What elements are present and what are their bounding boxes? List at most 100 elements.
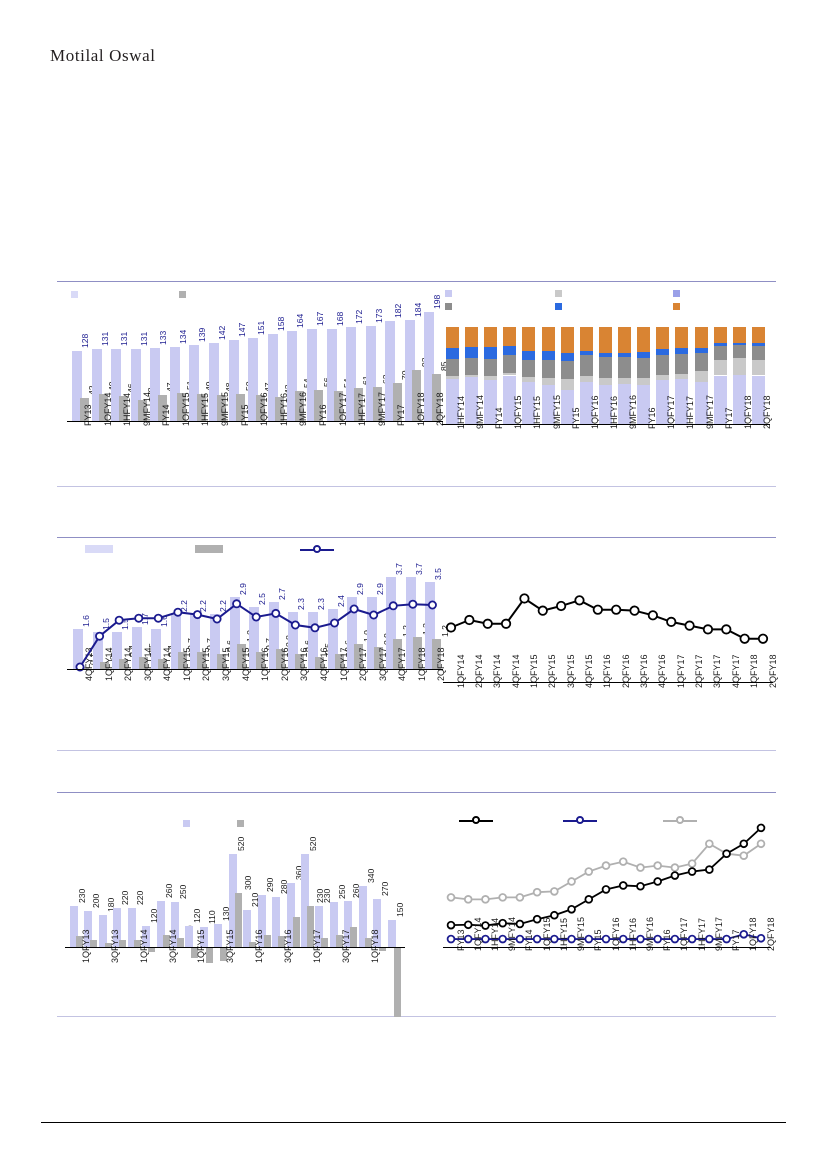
chart-1-plot: 12842FY13131491QFY14131461HFY14131389MFY… [57, 281, 449, 487]
data-point [739, 929, 749, 939]
legend-swatch-lavender [183, 820, 190, 827]
bar-lavender [150, 348, 161, 421]
data-point [666, 616, 677, 627]
bar-lavender [404, 320, 415, 421]
bar-lavender [405, 576, 416, 669]
bar-lavender [288, 611, 299, 669]
panel-rule-bottom [57, 750, 445, 751]
legend-swatch-gray-light [555, 290, 562, 297]
stack-segment-orange [484, 327, 498, 348]
bar-gray [295, 654, 305, 669]
panel-rule-top [57, 281, 445, 282]
bar-gray [236, 644, 246, 669]
value-label-lavender: 150 [394, 902, 405, 918]
bar-gray-negative [393, 947, 401, 1017]
footer-divider [41, 1122, 786, 1123]
data-point [95, 631, 105, 641]
bar-gray-negative [379, 947, 387, 951]
bar-lavender [326, 328, 337, 421]
value-label-lavender: 131 [138, 331, 149, 347]
data-point [445, 622, 457, 633]
stack-segment-blue [522, 351, 536, 360]
bar-lavender [346, 326, 357, 421]
bar-gray [197, 651, 207, 669]
panel-rule-bottom [57, 486, 445, 487]
data-point [498, 918, 507, 928]
stack-segment-gray-dark [713, 346, 727, 360]
bar-gray [80, 666, 89, 669]
data-point [532, 934, 542, 944]
data-point [670, 934, 680, 944]
data-point [757, 633, 769, 644]
value-label-lavender: 151 [256, 320, 267, 336]
series-line [450, 827, 762, 927]
bar-gray [177, 651, 187, 669]
data-point [556, 600, 567, 612]
value-label-lavender: 147 [236, 322, 247, 338]
chart-panel-4: 1QFY14 2QFY14 3QFY14 4QFY14 1QFY15 2QFY15 3QFY… [431, 537, 778, 751]
data-point [636, 934, 645, 944]
stack-segment-lavender [541, 385, 555, 424]
bar-lavender [189, 344, 200, 421]
stack-segment-gray-dark [465, 358, 479, 375]
chart-panel-5: 2306020040180202204022040120260702505012… [57, 792, 445, 1017]
bar-gray [353, 387, 363, 421]
legend-swatch-orange [673, 303, 680, 310]
stack-segment-gray-dark [598, 357, 612, 379]
bar-gray [196, 394, 206, 421]
data-point [271, 608, 281, 618]
bar-lavender [347, 596, 358, 669]
data-point [463, 895, 473, 904]
series-line [450, 597, 763, 640]
bar-gray [431, 374, 441, 421]
stack-segment-lavender [560, 390, 574, 424]
bar-lavender [358, 886, 367, 947]
stack-segment-orange [713, 327, 727, 344]
bar-gray [263, 934, 271, 947]
value-label-lavender: 200 [91, 893, 102, 909]
stack-segment-blue [637, 352, 651, 359]
bar-lavender [156, 900, 165, 947]
value-label-lavender: 230 [322, 888, 333, 903]
bar-lavender [111, 349, 122, 421]
data-point [481, 934, 490, 944]
stack-segment-blue [751, 343, 765, 347]
x-axis-label: 1QFY18 [748, 917, 759, 951]
chart-line-layer [75, 599, 437, 672]
bar-gray-negative [191, 947, 199, 958]
data-point [515, 893, 525, 902]
bar-lavender [130, 349, 141, 421]
data-point [705, 839, 714, 849]
bar-gray [104, 943, 112, 947]
data-point [251, 612, 261, 622]
bar-lavender [127, 907, 136, 947]
stack-segment-orange [560, 327, 574, 354]
data-point [114, 615, 124, 625]
bar-gray-negative [148, 947, 156, 953]
data-point [601, 861, 611, 870]
value-label-lavender: 290 [264, 877, 275, 893]
legend-line-navy-marker [313, 545, 321, 553]
data-point [481, 921, 490, 930]
bar-lavender [286, 882, 295, 947]
data-point [739, 839, 749, 849]
value-label-lavender: 110 [206, 910, 217, 925]
data-point [388, 601, 398, 611]
stack-segment-blue [598, 353, 612, 358]
bar-lavender [169, 347, 180, 421]
stack-segment-gray-dark [637, 358, 651, 379]
bar-lavender [70, 905, 78, 947]
data-point [653, 934, 662, 944]
stack-segment-gray-light [713, 359, 727, 376]
stack-segment-blue [713, 343, 727, 347]
bar-gray [306, 905, 314, 947]
x-axis-line [65, 947, 405, 948]
stack-segment-gray-dark [618, 357, 632, 379]
data-point [498, 893, 507, 902]
stack-segment-blue [560, 353, 574, 361]
bar-gray [118, 395, 128, 421]
bar-gray [294, 391, 304, 421]
bar-gray-negative [205, 947, 213, 964]
bar-gray [90, 939, 98, 947]
bar-gray [119, 939, 127, 947]
